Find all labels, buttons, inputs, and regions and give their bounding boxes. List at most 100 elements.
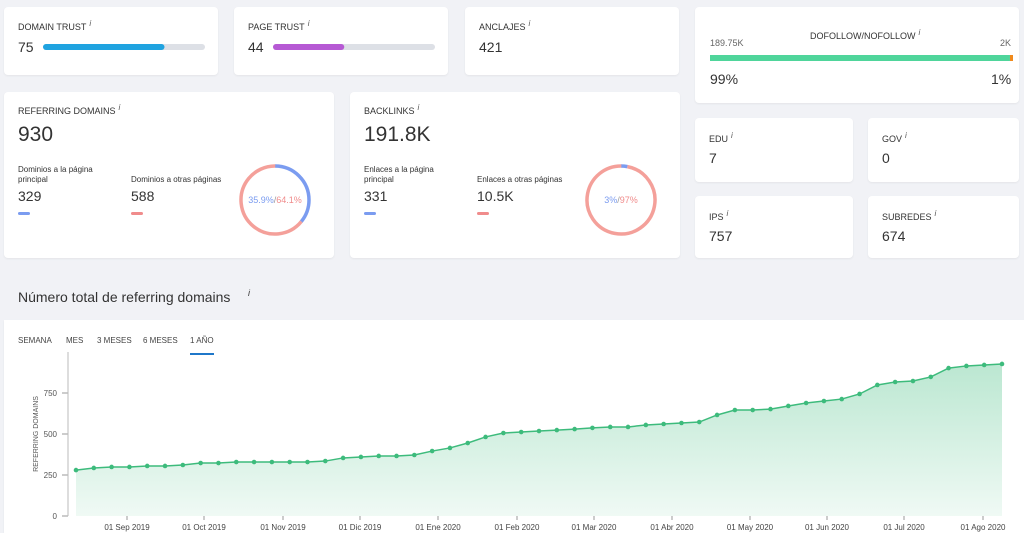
sub-label: Dominios a otras páginas xyxy=(131,175,222,184)
point xyxy=(910,378,916,384)
donut-text: / xyxy=(617,195,620,205)
point xyxy=(162,463,168,469)
tab[interactable]: 3 MESES xyxy=(97,336,132,345)
card-value: 421 xyxy=(479,39,503,55)
tab[interactable]: MES xyxy=(66,336,84,345)
edu-card xyxy=(695,118,853,182)
x-tick-label: 01 Ago 2020 xyxy=(961,523,1006,532)
donut-text: 97% xyxy=(620,195,638,205)
point xyxy=(340,455,346,461)
info-icon[interactable]: i xyxy=(731,131,733,140)
tab-underline xyxy=(190,353,214,355)
point xyxy=(251,459,257,465)
info-icon[interactable]: i xyxy=(417,103,420,112)
point xyxy=(109,464,114,470)
main-dash xyxy=(364,212,376,215)
point xyxy=(394,453,399,459)
point xyxy=(91,465,97,471)
card-value: 674 xyxy=(882,228,906,244)
donut-other xyxy=(585,164,657,236)
dofollow-share: 99% xyxy=(710,71,739,87)
chart-title: Número total de referring domains xyxy=(18,289,231,305)
point xyxy=(376,453,382,459)
card-value: 75 xyxy=(18,39,34,55)
info-icon[interactable]: i xyxy=(918,28,921,37)
x-tick-label: 01 Nov 2019 xyxy=(260,523,306,532)
info-icon[interactable]: i xyxy=(934,209,937,218)
point xyxy=(768,406,773,412)
card-label: ANCLAJES i xyxy=(479,19,531,32)
info-icon[interactable]: i xyxy=(726,209,729,218)
card-label: SUBREDES i xyxy=(882,209,937,222)
point xyxy=(483,434,488,440)
area xyxy=(76,363,1002,516)
point xyxy=(928,374,934,380)
donut-text: / xyxy=(274,195,277,205)
point xyxy=(233,459,239,465)
donut-text: 3% xyxy=(604,195,617,205)
donut-label: 35.9%/64.1% xyxy=(248,195,302,205)
x-tick-label: 01 Abr 2020 xyxy=(650,523,694,532)
card-label: EDU i xyxy=(709,131,733,144)
point xyxy=(323,458,328,464)
point xyxy=(127,464,132,470)
point xyxy=(572,426,577,432)
x-tick-label: 01 Feb 2020 xyxy=(495,523,540,532)
x-tick-label: 01 Ene 2020 xyxy=(415,523,461,532)
point xyxy=(821,398,827,404)
card-label: GOV i xyxy=(882,131,907,144)
point xyxy=(839,396,845,402)
tab[interactable]: 6 MESES xyxy=(143,336,178,345)
x-tick-label: 01 Oct 2019 xyxy=(182,523,226,532)
card-label: IPS i xyxy=(709,209,729,222)
info-icon[interactable]: i xyxy=(905,131,907,140)
card-label: PAGE TRUST i xyxy=(248,19,310,32)
info-icon[interactable]: i xyxy=(307,19,310,28)
point xyxy=(144,463,150,469)
sub-value: 329 xyxy=(18,188,42,204)
point xyxy=(287,459,292,465)
point xyxy=(554,427,560,433)
point xyxy=(180,462,186,468)
point xyxy=(518,429,524,435)
card-value: 7 xyxy=(709,150,717,166)
card-value: 757 xyxy=(709,228,733,244)
point xyxy=(536,428,542,434)
card-value: 930 xyxy=(18,123,54,146)
tab[interactable]: SEMANA xyxy=(18,336,52,345)
point xyxy=(732,407,738,413)
point xyxy=(412,452,417,458)
main-dash xyxy=(18,212,30,215)
referring-card xyxy=(4,92,334,258)
domain-trust-card xyxy=(4,7,218,75)
sub-label: Dominios a la página principal xyxy=(18,165,93,184)
point xyxy=(73,467,79,473)
info-icon[interactable]: i xyxy=(118,103,121,112)
sub-value: 331 xyxy=(364,188,388,204)
sub-label: Enlaces a la página principal xyxy=(364,165,434,184)
y-tick-label: 750 xyxy=(44,389,58,398)
point xyxy=(786,403,791,409)
page-trust-card xyxy=(234,7,448,75)
point xyxy=(198,460,203,466)
point xyxy=(305,459,310,465)
sub-label: Enlaces a otras páginas xyxy=(477,175,563,184)
point xyxy=(358,454,364,460)
card-label: DOMAIN TRUST i xyxy=(18,19,92,32)
bar-fill xyxy=(273,44,345,50)
backlinks-card xyxy=(350,92,680,258)
point xyxy=(696,419,702,425)
other-dash xyxy=(131,212,143,215)
card-label: BACKLINKS i xyxy=(364,103,420,116)
point xyxy=(679,420,684,426)
nofollow-count: 2K xyxy=(1000,38,1012,48)
info-icon[interactable]: i xyxy=(89,19,92,28)
tab[interactable]: 1 AÑO xyxy=(190,336,214,345)
info-icon[interactable]: i xyxy=(528,19,531,28)
point xyxy=(750,407,755,413)
donut-label: 3%/97% xyxy=(604,195,638,205)
card-value: 44 xyxy=(248,39,264,55)
point xyxy=(964,363,969,369)
anclajes-card xyxy=(465,7,679,75)
